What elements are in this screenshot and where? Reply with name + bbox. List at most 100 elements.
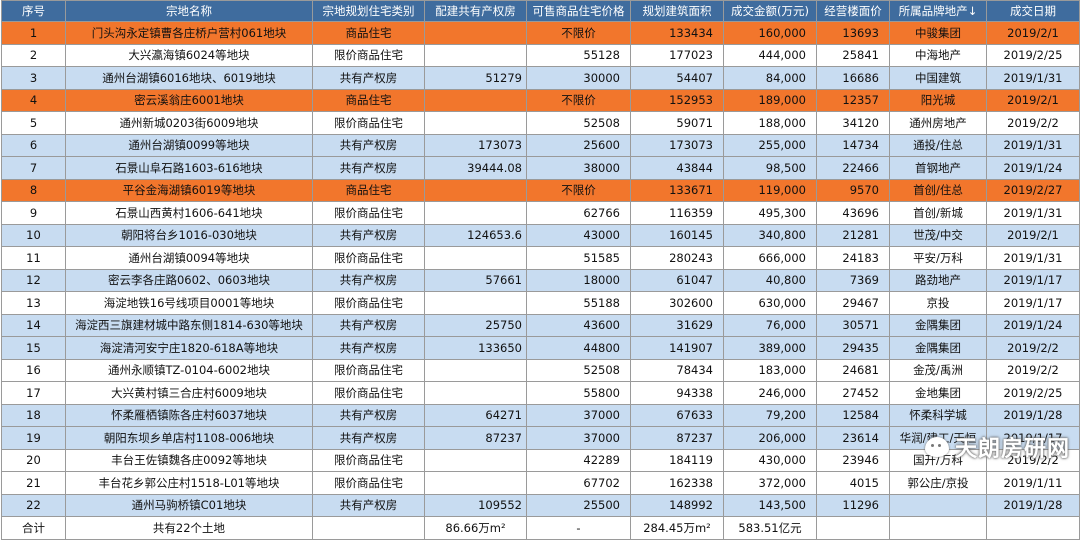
table-cell: 38000 [527,157,631,180]
table-cell: 通州台湖镇0094等地块 [66,247,313,270]
table-cell: 共有产权房 [313,494,425,517]
table-cell: 平安/万科 [890,247,987,270]
table-cell [425,112,527,135]
table-cell: 23614 [817,427,890,450]
table-cell: 43844 [631,157,724,180]
table-cell: 6 [2,134,66,157]
table-cell: 海淀地铁16号线项目0001等地块 [66,292,313,315]
table-cell: 不限价 [527,89,631,112]
table-cell: 57661 [425,269,527,292]
table-cell: 133434 [631,22,724,45]
column-header[interactable]: 所属品牌地产↓ [890,1,987,22]
table-cell: 限价商品住宅 [313,359,425,382]
table-cell: 255,000 [724,134,817,157]
table-cell: 51585 [527,247,631,270]
table-cell: 152953 [631,89,724,112]
table-cell: 怀柔科学城 [890,404,987,427]
table-cell: 29467 [817,292,890,315]
table-cell: 密云李各庄路0602、0603地块 [66,269,313,292]
table-cell: 173073 [425,134,527,157]
column-header[interactable]: 宗地规划住宅类别 [313,1,425,22]
table-cell: 金茂/禹洲 [890,359,987,382]
table-cell: 通州房地产 [890,112,987,135]
table-cell: 14 [2,314,66,337]
table-cell: 55800 [527,382,631,405]
table-cell: 20 [2,449,66,472]
table-cell: 7369 [817,269,890,292]
table-cell: 18 [2,404,66,427]
table-cell: 5 [2,112,66,135]
table-cell: 67633 [631,404,724,427]
table-cell: 64271 [425,404,527,427]
table-cell: 98,500 [724,157,817,180]
table-cell: 189,000 [724,89,817,112]
table-cell: 通州新城0203街6009地块 [66,112,313,135]
column-header[interactable]: 序号 [2,1,66,22]
table-cell: 84,000 [724,67,817,90]
table-cell: 37000 [527,404,631,427]
table-cell: 朝阳东坝乡单店村1108-006地块 [66,427,313,450]
table-cell: 共有产权房 [313,314,425,337]
table-cell: 94338 [631,382,724,405]
table-cell [425,179,527,202]
table-cell: 30571 [817,314,890,337]
table-cell: 173073 [631,134,724,157]
table-cell: 25750 [425,314,527,337]
table-cell: 16 [2,359,66,382]
table-cell: 2019/1/28 [987,494,1080,517]
table-cell: 4 [2,89,66,112]
table-cell: 59071 [631,112,724,135]
table-cell: 共有产权房 [313,157,425,180]
column-header[interactable]: 宗地名称 [66,1,313,22]
table-cell: 630,000 [724,292,817,315]
table-cell: 通州台湖镇0099等地块 [66,134,313,157]
table-cell: 2019/1/17 [987,292,1080,315]
table-cell: 大兴黄村镇三合庄村6009地块 [66,382,313,405]
column-header[interactable]: 可售商品住宅价格 [527,1,631,22]
wechat-icon [925,437,949,457]
table-cell: 206,000 [724,427,817,450]
table-cell: 177023 [631,44,724,67]
column-header[interactable]: 成交日期 [987,1,1080,22]
column-header[interactable]: 经营楼面价 [817,1,890,22]
table-cell: 共有产权房 [313,67,425,90]
table-cell: 37000 [527,427,631,450]
table-cell: 22466 [817,157,890,180]
column-header[interactable]: 配建共有产权房 [425,1,527,22]
table-cell: 海淀清河安宁庄1820-618A等地块 [66,337,313,360]
table-cell: 79,200 [724,404,817,427]
table-cell: 17 [2,382,66,405]
table-cell: 3 [2,67,66,90]
table-cell: 2019/2/25 [987,44,1080,67]
table-cell: 2019/2/25 [987,382,1080,405]
table-cell: 共有产权房 [313,134,425,157]
table-cell: 162338 [631,472,724,495]
table-cell: 42289 [527,449,631,472]
table-cell [425,449,527,472]
table-cell: 石景山西黄村1606-641地块 [66,202,313,225]
column-header[interactable]: 规划建筑面积 [631,1,724,22]
table-cell: 2019/1/31 [987,67,1080,90]
table-cell: 24681 [817,359,890,382]
table-cell: 67702 [527,472,631,495]
total-cell: 共有22个土地 [66,517,313,540]
table-cell: 43000 [527,224,631,247]
column-header[interactable]: 成交金额(万元) [724,1,817,22]
table-cell: 141907 [631,337,724,360]
table-cell: 25841 [817,44,890,67]
table-cell: 39444.08 [425,157,527,180]
table-cell: 平谷金海湖镇6019等地块 [66,179,313,202]
table-cell: 7 [2,157,66,180]
table-cell: 路劲地产 [890,269,987,292]
table-cell: 金隅集团 [890,314,987,337]
